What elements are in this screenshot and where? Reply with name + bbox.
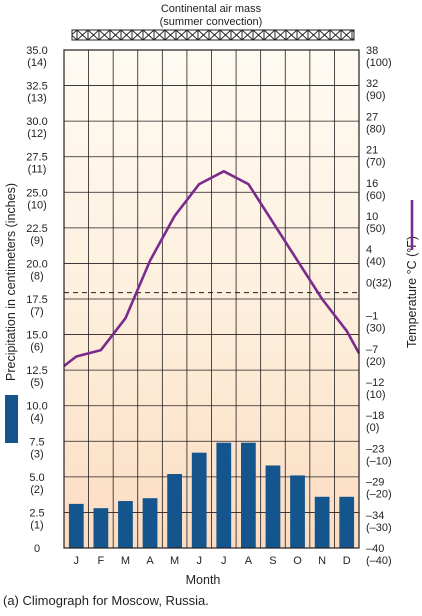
temperature-tick-label: 4 (40)	[366, 244, 386, 268]
precipitation-tick-label: 7.5 (3)	[29, 436, 44, 460]
temperature-tick-label: 10 (50)	[366, 211, 386, 235]
temperature-tick-label: –1 (30)	[366, 311, 386, 335]
precipitation-bar	[290, 475, 305, 548]
month-label: M	[121, 555, 130, 567]
month-label: M	[170, 555, 179, 567]
precipitation-bar	[339, 496, 355, 548]
precipitation-tick-label: 30.0 (12)	[26, 116, 47, 140]
banner-line-1: Continental air mass	[161, 3, 262, 15]
temperature-tick-label: –23 (–10)	[366, 443, 392, 467]
precipitation-tick-label: 22.5 (9)	[26, 223, 47, 247]
precipitation-bar	[142, 498, 158, 548]
month-label: J	[221, 555, 227, 567]
precipitation-tick-label: 10.0 (4)	[26, 401, 47, 425]
month-label: D	[343, 555, 351, 567]
temperature-line	[63, 170, 361, 368]
temperature-tick-label: 21 (70)	[366, 145, 386, 169]
precipitation-tick-label: 15.0 (6)	[26, 330, 47, 354]
precipitation-tick-label: 2.5 (1)	[29, 507, 44, 531]
temperature-tick-label: 32 (90)	[366, 78, 386, 102]
banner-line-2: (summer convection)	[160, 16, 263, 28]
month-label: F	[98, 555, 105, 567]
precipitation-bar	[68, 503, 84, 548]
precipitation-tick-label: 20.0 (8)	[26, 258, 47, 282]
month-label: N	[318, 555, 326, 567]
precipitation-bar	[265, 465, 281, 548]
temperature-tick-label: –40 (–40)	[366, 543, 392, 567]
precipitation-bar	[241, 442, 256, 548]
precipitation-tick-label: 12.5 (5)	[26, 365, 47, 389]
temperature-tick-labels: 38 (100) 32 (90) 27 (80) 21 (70) 16 (60) 10 (50) 4 (4…	[366, 45, 392, 567]
month-label: J	[74, 555, 80, 567]
temperature-tick-label: 16 (60)	[366, 178, 386, 202]
month-label: J	[196, 555, 202, 567]
month-label: A	[245, 555, 253, 567]
precipitation-bar	[191, 452, 207, 548]
temperature-axis-title: Temperature °C (°F)	[405, 236, 419, 348]
precipitation-bar	[118, 501, 133, 548]
precipitation-tick-label: 0	[34, 543, 40, 555]
precipitation-legend-swatch	[5, 395, 18, 443]
temperature-tick-label: –7 (20)	[366, 344, 386, 368]
temperature-tick-label: 27 (80)	[366, 111, 386, 135]
precipitation-tick-label: 27.5 (11)	[26, 152, 47, 176]
month-label: S	[269, 555, 276, 567]
month-label: O	[293, 555, 302, 567]
temperature-tick-label: –12 (10)	[366, 377, 386, 401]
air-mass-banner	[71, 29, 355, 41]
precipitation-tick-labels: 0 2.5 (1) 5.0 (2) 7.5 (3) 10.0 (4) 12.5 (5) 15.0 (6)…	[26, 45, 47, 555]
temperature-tick-label: 0(32)	[366, 277, 392, 289]
month-label: A	[146, 555, 154, 567]
figure-caption: (a) Climograph for Moscow, Russia.	[3, 593, 209, 608]
climograph-chart: Continental air mass (summer convection)…	[4, 3, 419, 587]
precipitation-axis-title: Precipitation in centimeters (inches)	[4, 183, 18, 381]
precipitation-tick-label: 32.5 (13)	[26, 81, 47, 105]
temperature-tick-label: –29 (–20)	[366, 477, 392, 501]
precipitation-tick-label: 5.0 (2)	[29, 472, 44, 496]
x-axis-title: Month	[186, 573, 221, 587]
precipitation-bar	[314, 496, 330, 548]
precipitation-bars	[68, 442, 355, 548]
precipitation-tick-label: 35.0 (14)	[26, 45, 47, 69]
temperature-tick-label: –34 (–30)	[366, 510, 392, 534]
precipitation-bar	[167, 474, 182, 548]
plot-frame	[63, 49, 360, 549]
grid-lines	[64, 49, 359, 549]
precipitation-bar	[216, 442, 232, 548]
precipitation-bar	[93, 508, 109, 548]
precipitation-tick-label: 17.5 (7)	[26, 294, 47, 318]
temperature-tick-label: 38 (100)	[366, 45, 392, 69]
precipitation-tick-label: 25.0 (10)	[26, 187, 47, 211]
temperature-tick-label: –18 (0)	[366, 410, 384, 434]
